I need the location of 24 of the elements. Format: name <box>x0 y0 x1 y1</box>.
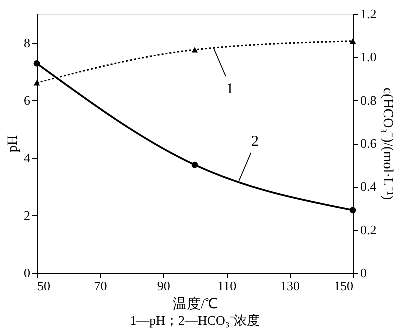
y2-tick-label: 1.0 <box>360 50 377 65</box>
y2-tick-label: 0.8 <box>360 92 377 108</box>
y2-tick-label: 0 <box>360 266 367 280</box>
x-tick-label: 70 <box>94 278 108 294</box>
y-tick-label: 4 <box>24 150 31 166</box>
text: 1—pH；2—HCO₃⁻浓度 <box>130 313 260 328</box>
y2-tick-label: 0.4 <box>360 179 378 194</box>
y-tick-label: 0 <box>24 266 30 280</box>
y2-tick-label: 0.2 <box>360 222 377 238</box>
y-tick-label: 6 <box>24 92 31 108</box>
y2-tick-label: 0.6 <box>360 136 378 151</box>
y-tick-label: 2 <box>24 208 30 223</box>
annotation: 1 <box>226 82 234 98</box>
y-tick-label: 8 <box>24 35 30 50</box>
annotation: 2 <box>251 134 259 150</box>
y2-tick-label: 1.2 <box>360 6 377 22</box>
x-tick-label: 110 <box>218 278 237 294</box>
x-tick-label: 90 <box>157 278 170 294</box>
y-axis-title: pH <box>6 135 21 153</box>
y2-axis-title: c(HCO₃⁻)/(mol·L⁻¹) <box>380 88 395 201</box>
x-tick-label: 150 <box>334 278 354 294</box>
x-tick-label: 50 <box>38 278 50 294</box>
x-tick-label: 130 <box>280 278 300 294</box>
x-axis-title: 温度/℃ <box>173 296 218 312</box>
